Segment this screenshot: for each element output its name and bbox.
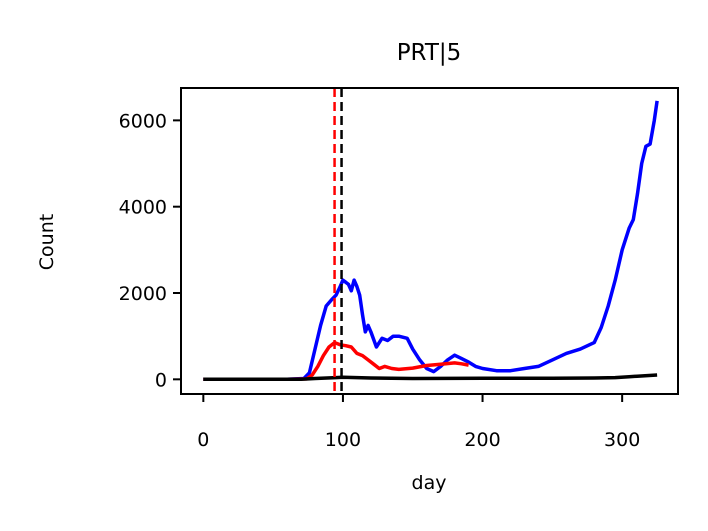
axes-frame	[180, 87, 679, 395]
y-axis-label: Count	[36, 214, 58, 270]
x-axis-label: day	[412, 472, 447, 494]
y-tick-label: 2000	[119, 283, 167, 305]
x-tick-label: 300	[604, 429, 640, 451]
series-line-3	[203, 373, 658, 382]
y-tick-label: 0	[155, 369, 167, 391]
x-tick-label: 100	[325, 429, 361, 451]
axis-ticks: 0 100 200 300 0 2000 4000 6000	[119, 110, 641, 451]
x-tick-label: 200	[464, 429, 500, 451]
plot-area	[203, 88, 659, 394]
series-line-1	[203, 100, 659, 382]
x-tick-label: 0	[197, 429, 209, 451]
chart-title: PRT|5	[397, 40, 462, 66]
y-tick-label: 4000	[119, 197, 167, 219]
y-tick-label: 6000	[119, 110, 167, 132]
